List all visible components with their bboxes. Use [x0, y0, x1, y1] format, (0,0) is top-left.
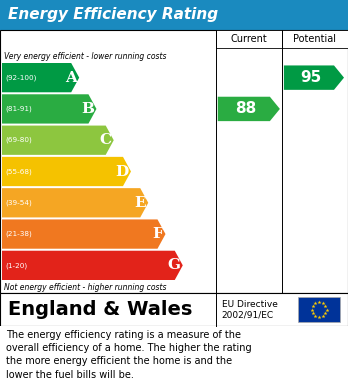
- Polygon shape: [2, 219, 166, 249]
- Bar: [216, 30, 282, 48]
- Text: E: E: [135, 196, 146, 210]
- Text: Current: Current: [230, 34, 267, 44]
- Text: Potential: Potential: [293, 34, 337, 44]
- Polygon shape: [2, 126, 114, 155]
- Text: (92-100): (92-100): [5, 74, 37, 81]
- Text: 88: 88: [235, 101, 256, 117]
- Bar: [0, 293, 348, 326]
- Bar: [298, 297, 340, 322]
- Bar: [282, 30, 348, 48]
- Text: Energy Efficiency Rating: Energy Efficiency Rating: [8, 7, 218, 23]
- Polygon shape: [2, 251, 183, 280]
- Text: (69-80): (69-80): [5, 137, 32, 143]
- Text: (1-20): (1-20): [5, 262, 27, 269]
- Text: C: C: [100, 133, 112, 147]
- Text: Very energy efficient - lower running costs: Very energy efficient - lower running co…: [4, 52, 166, 61]
- Text: (55-68): (55-68): [5, 168, 32, 175]
- Text: D: D: [116, 165, 129, 179]
- Polygon shape: [2, 188, 148, 217]
- Bar: [0, 0, 348, 30]
- Text: EU Directive
2002/91/EC: EU Directive 2002/91/EC: [222, 300, 278, 319]
- Text: A: A: [65, 71, 77, 84]
- Text: (39-54): (39-54): [5, 199, 32, 206]
- Text: 95: 95: [300, 70, 322, 85]
- Polygon shape: [2, 157, 131, 186]
- Text: G: G: [168, 258, 181, 273]
- Text: F: F: [153, 227, 164, 241]
- Polygon shape: [218, 97, 280, 121]
- Polygon shape: [284, 65, 344, 90]
- Text: (21-38): (21-38): [5, 231, 32, 237]
- Text: Not energy efficient - higher running costs: Not energy efficient - higher running co…: [4, 283, 166, 292]
- Polygon shape: [2, 63, 79, 92]
- Text: B: B: [81, 102, 94, 116]
- Text: (81-91): (81-91): [5, 106, 32, 112]
- Bar: [0, 326, 348, 391]
- Text: The energy efficiency rating is a measure of the
overall efficiency of a home. T: The energy efficiency rating is a measur…: [6, 330, 252, 380]
- Bar: [0, 30, 348, 293]
- Text: England & Wales: England & Wales: [8, 300, 192, 319]
- Polygon shape: [2, 94, 96, 124]
